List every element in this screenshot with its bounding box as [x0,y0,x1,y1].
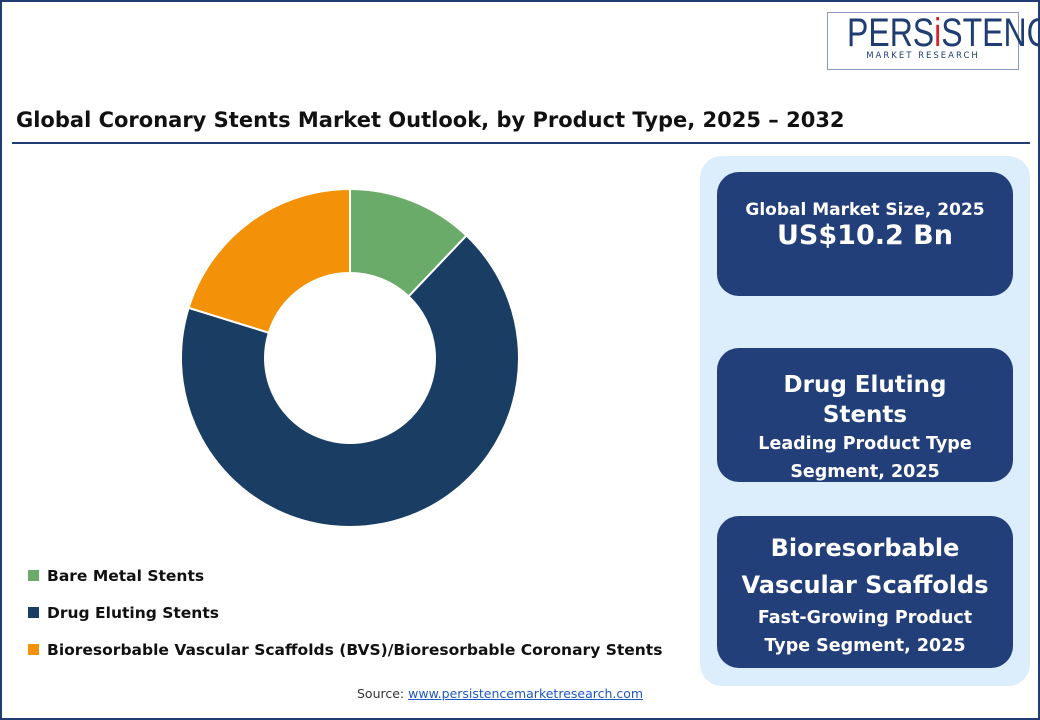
card-label: Global Market Size, 2025 [745,200,985,220]
logo-text: PERSiSTENCE [847,11,1040,55]
legend-item: Bare Metal Stents [28,557,662,594]
donut-slice [187,187,351,335]
source: Source: www.persistencemarketresearch.co… [357,686,643,701]
card-sub: Fast-Growing Product Type Segment, 2025 [757,608,973,656]
legend-swatch [28,644,39,655]
donut-chart [180,187,520,528]
market-size-card: Global Market Size, 2025 US$10.2 Bn [717,172,1013,296]
card-heading: Bioresorbable Vascular Scaffolds [741,534,989,599]
title-divider [12,142,1030,144]
legend-item: Bioresorbable Vascular Scaffolds (BVS)/B… [28,631,662,668]
legend-swatch [28,607,39,618]
legend: Bare Metal Stents Drug Eluting Stents Bi… [28,557,662,668]
legend-label: Drug Eluting Stents [47,603,219,622]
logo-subtext: MARKET RESEARCH [866,51,980,61]
source-label: Source: [357,686,405,701]
card-value: US$10.2 Bn [777,220,953,251]
legend-label: Bioresorbable Vascular Scaffolds (BVS)/B… [47,640,663,659]
fast-growing-card: Bioresorbable Vascular Scaffolds Fast-Gr… [717,516,1013,668]
card-sub: Leading Product Type Segment, 2025 [758,434,972,482]
card-heading: Drug Eluting Stents [783,372,947,428]
legend-item: Drug Eluting Stents [28,594,662,631]
logo: PERSiSTENCE MARKET RESEARCH [827,11,1040,70]
leading-segment-card: Drug Eluting Stents Leading Product Type… [717,348,1013,482]
legend-label: Bare Metal Stents [47,566,205,585]
chart-title: Global Coronary Stents Market Outlook, b… [16,108,845,132]
donut-slice [180,234,520,528]
source-link[interactable]: www.persistencemarketresearch.com [408,686,644,701]
legend-swatch [28,570,39,581]
